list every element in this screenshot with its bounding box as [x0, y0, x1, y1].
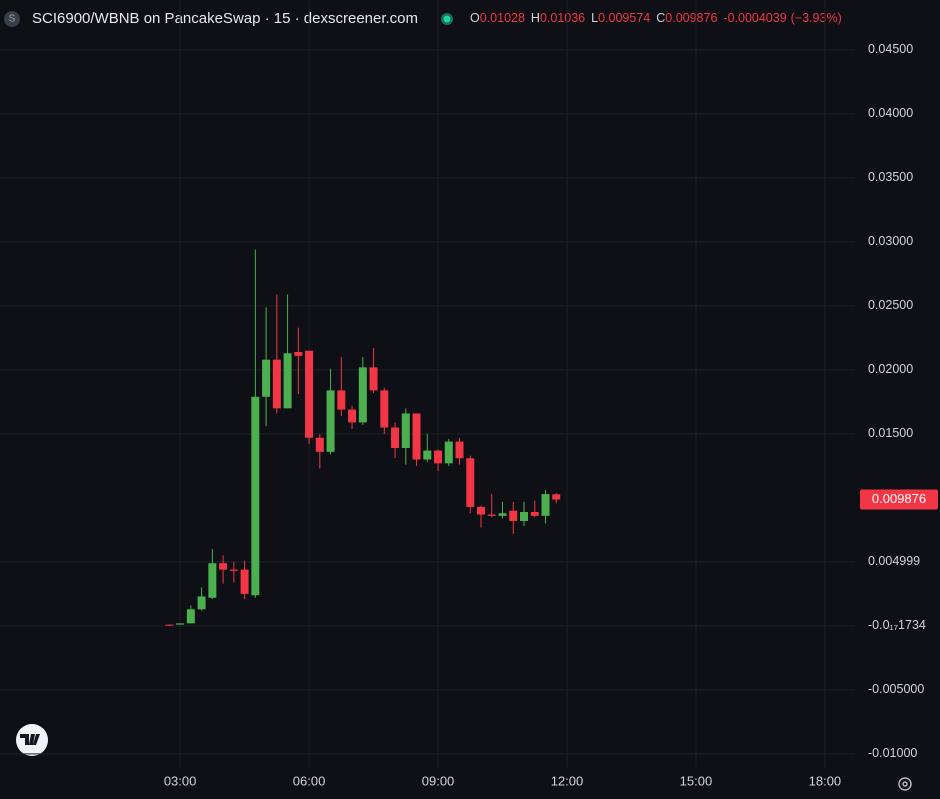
x-tick-label: 03:00	[164, 773, 197, 788]
candle-body	[541, 494, 550, 516]
candle-body	[176, 623, 185, 625]
candle-body	[477, 506, 486, 515]
candle-body	[251, 396, 260, 596]
candle-body	[401, 413, 410, 448]
candle-body	[487, 514, 496, 516]
candle-body	[315, 437, 324, 452]
y-tick-label: 0.04500	[868, 42, 913, 56]
candle-body	[369, 367, 378, 391]
x-tick-label: 06:00	[293, 773, 326, 788]
ohlc-part: (−3.93%)	[791, 11, 842, 25]
y-tick-label: 0.02000	[868, 362, 913, 376]
candle-body	[262, 359, 271, 397]
candle-body	[348, 409, 357, 423]
candle-body	[391, 427, 400, 448]
candle-body	[326, 390, 335, 452]
candle-body	[412, 413, 421, 460]
candle-body	[455, 441, 464, 459]
y-tick-label: 0.03500	[868, 170, 913, 184]
y-tick-label: 0.004999	[868, 554, 920, 568]
candle-body	[358, 367, 367, 423]
ohlc-part: 0.009876	[665, 11, 717, 25]
candle-body	[552, 494, 561, 500]
candle-body	[305, 350, 314, 438]
x-tick-label: 18:00	[809, 773, 842, 788]
ohlc-part: H	[531, 11, 540, 25]
candle-body	[434, 450, 443, 464]
candle-body	[520, 512, 529, 521]
logo: S	[9, 14, 16, 25]
ohlc-part: C	[656, 11, 665, 25]
ohlc-part: L	[591, 11, 598, 25]
last-price-box	[860, 489, 938, 510]
candle-body	[498, 513, 507, 516]
candle-body	[240, 569, 249, 594]
ohlc-part: O	[470, 11, 480, 25]
x-tick-label: 09:00	[422, 773, 455, 788]
last-price-label: 0.009876	[872, 491, 926, 506]
y-tick-label: -0.01000	[868, 746, 917, 760]
chart-title: SCI6900/WBNB on PancakeSwap · 15 · dexsc…	[32, 10, 418, 27]
ohlc-header: O0.01028 H0.01036 L0.009574 C0.009876 -0.000…	[470, 11, 842, 25]
y-tick-label: 0.04000	[868, 106, 913, 120]
y-tick-label: 0.03000	[868, 234, 913, 248]
candle-body	[466, 458, 475, 507]
ohlc-part: 0.009574	[598, 11, 650, 25]
candle-body	[229, 569, 238, 571]
candle-body	[294, 352, 303, 356]
candle-body	[423, 450, 432, 460]
status-dot	[443, 15, 451, 23]
candle-body	[380, 390, 389, 428]
candle-body	[272, 359, 281, 409]
y-tick-label: -0.0₁₇1734	[868, 618, 926, 632]
candle-body	[208, 563, 217, 598]
x-tick-label: 12:00	[551, 773, 584, 788]
y-tick-label: 0.01500	[868, 426, 913, 440]
ohlc-part: 0.01028	[480, 11, 525, 25]
y-tick-label: 0.02500	[868, 298, 913, 312]
y-tick-label: -0.005000	[868, 682, 924, 696]
candle-body	[444, 441, 453, 464]
settings-icon[interactable]	[898, 777, 912, 791]
ohlc-part: -0.0004039	[723, 11, 786, 25]
candle-body	[530, 512, 539, 516]
candle-body	[186, 609, 195, 624]
candle-body	[165, 624, 174, 626]
candle-body	[283, 353, 292, 409]
candle-body	[219, 563, 228, 570]
candle-body	[197, 596, 206, 610]
candle-body	[509, 510, 518, 521]
tradingview-logo	[16, 724, 48, 756]
ohlc-part: 0.01036	[540, 11, 585, 25]
x-tick-label: 15:00	[680, 773, 713, 788]
candle-body	[337, 390, 346, 410]
ohlc-text: O0.01028 H0.01036 L0.009574 C0.009876 -0.000…	[470, 11, 842, 25]
logo-circle	[4, 11, 20, 27]
